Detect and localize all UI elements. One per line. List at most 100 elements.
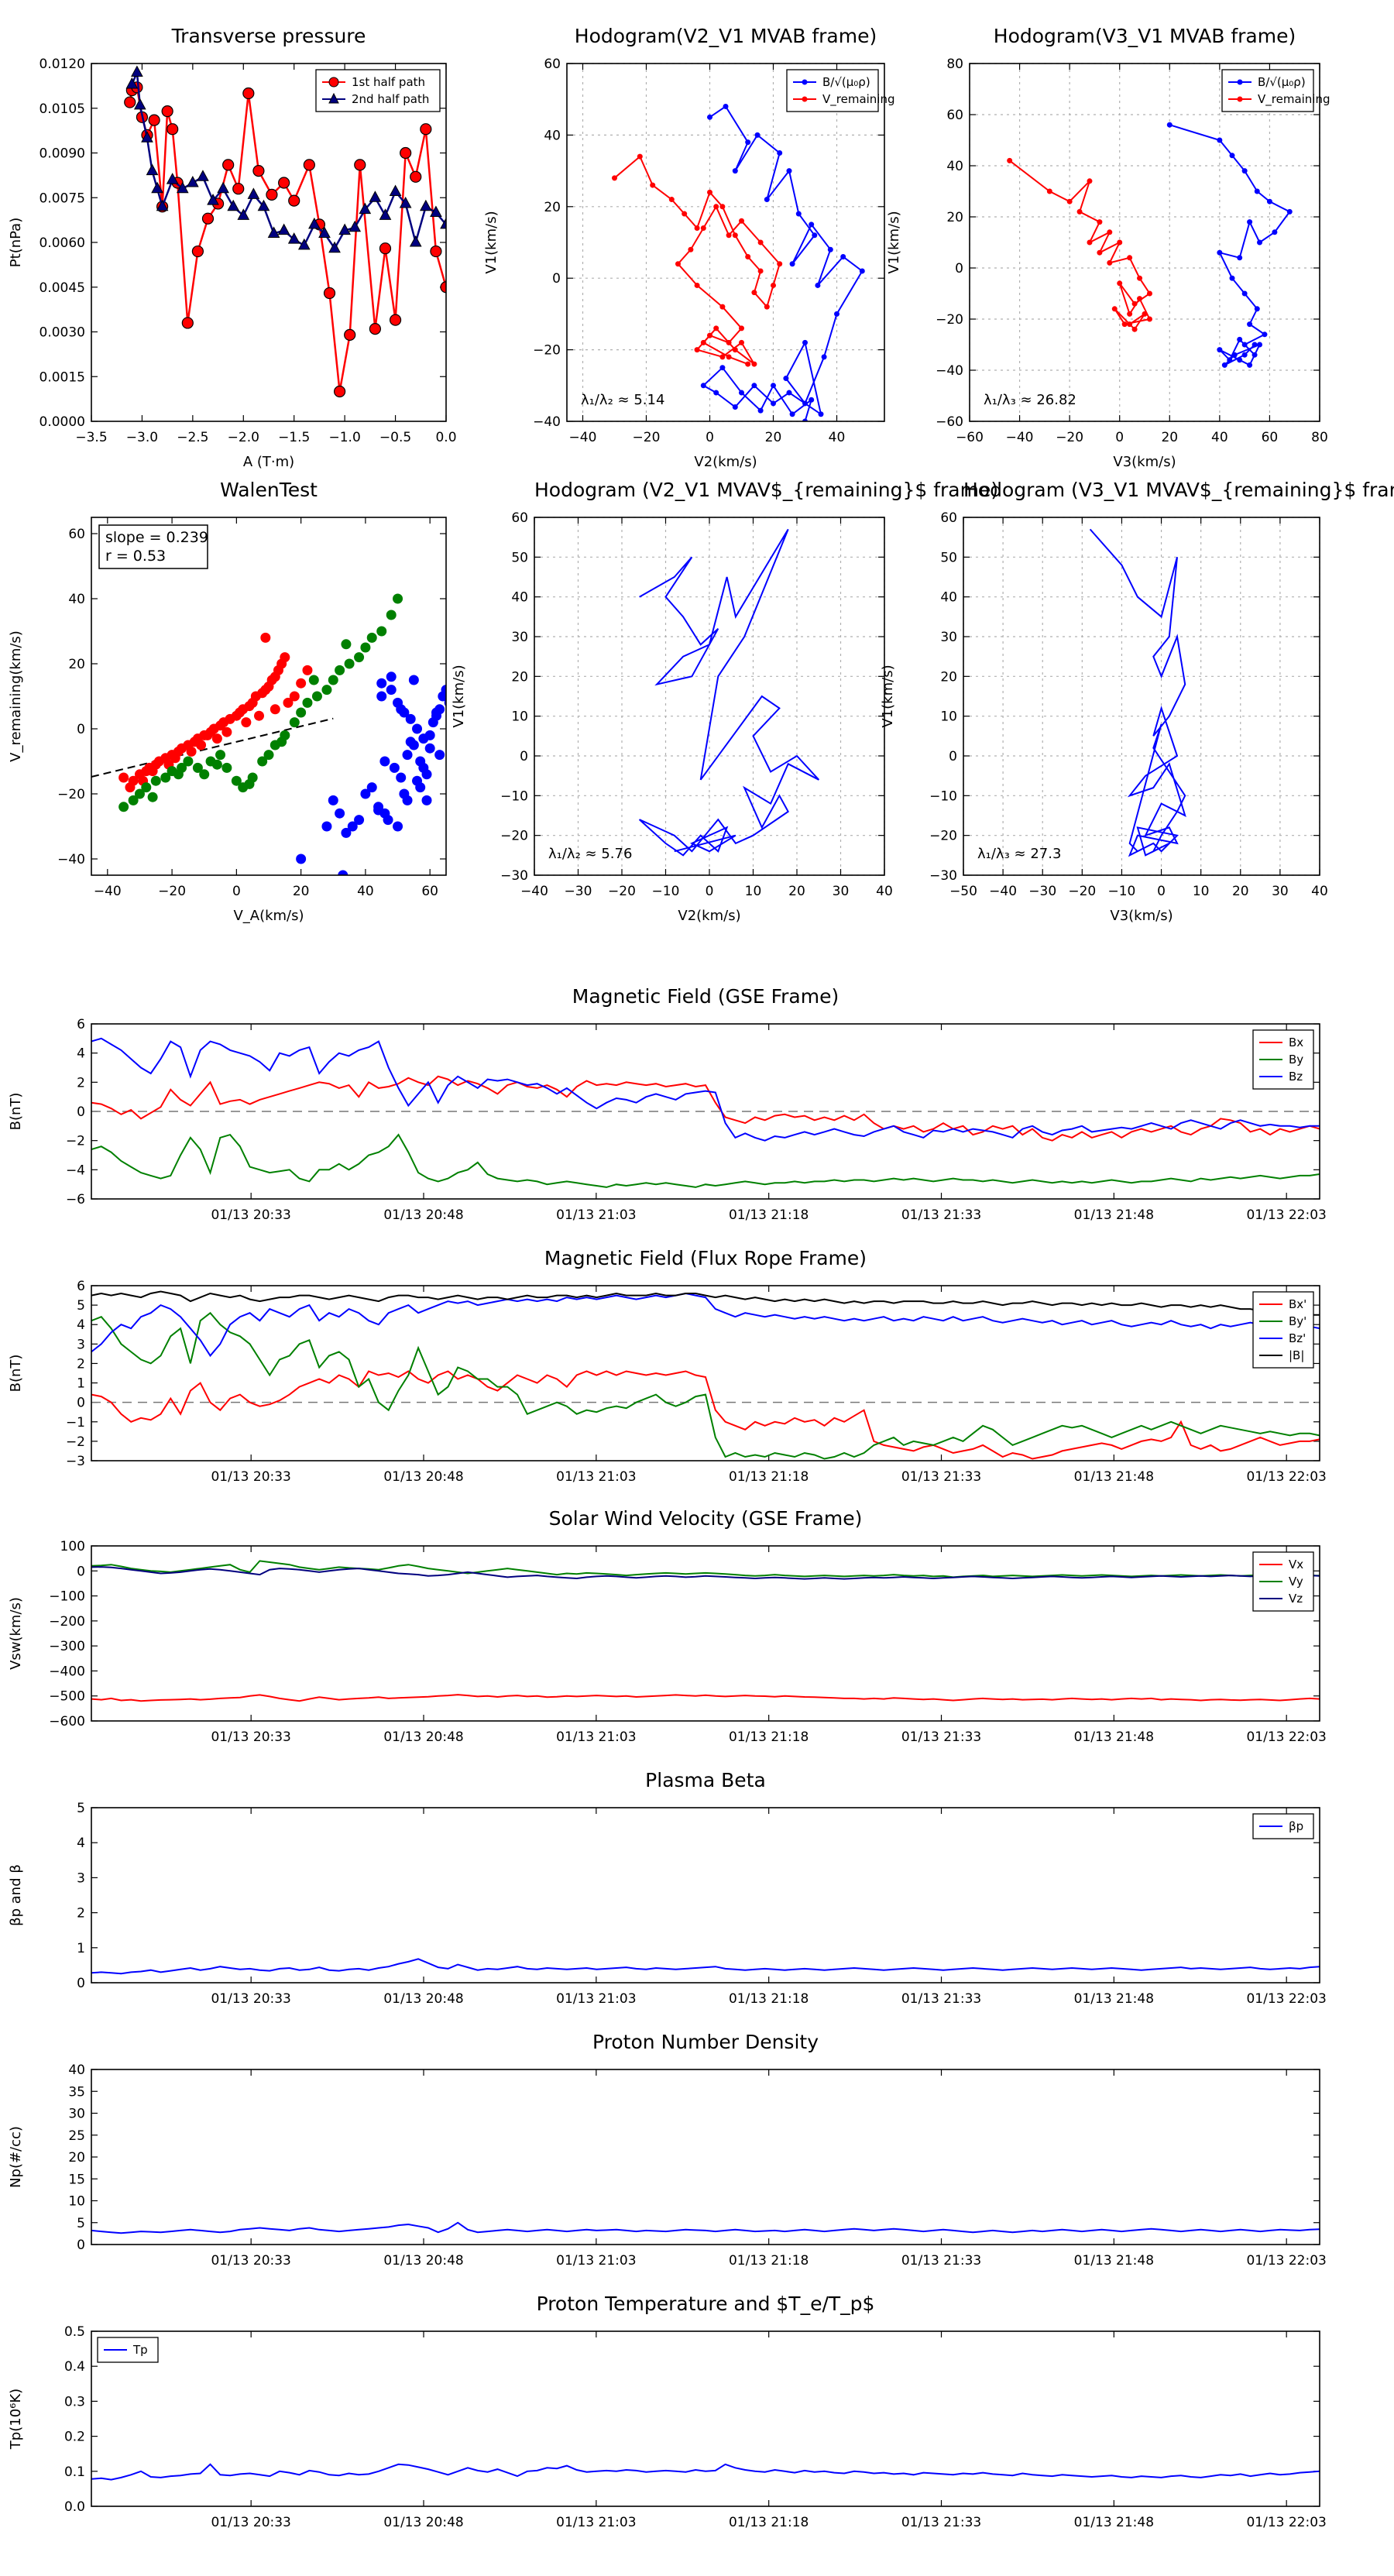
- plot-frame: [91, 63, 447, 422]
- chart-svg: 0 5 10 15 20 25 30 35 40 01/13 20:33 01/13 20:48 01…: [8, 2063, 1327, 2269]
- y-tick-label: −30: [500, 868, 528, 884]
- x-tick-label: 01/13 21:48: [1074, 1207, 1154, 1223]
- chart-title: Proton Number Density: [592, 2031, 819, 2053]
- x-tick-label: 01/13 20:48: [383, 1207, 463, 1223]
- data-point: [745, 253, 751, 259]
- data-point: [386, 610, 397, 620]
- x-tick-label: 01/13 21:03: [556, 1469, 636, 1485]
- plot-frame: [963, 517, 1320, 876]
- series-line-1: [91, 1133, 1320, 1188]
- chart-title: Hodogram (V2_V1 MVAV$_{remaining}$ frame…: [534, 479, 999, 501]
- data-point: [311, 691, 322, 702]
- y-tick-label: 0: [77, 1564, 85, 1579]
- data-point: [199, 769, 210, 780]
- data-point: [827, 246, 833, 252]
- x-tick-label: 60: [1262, 430, 1279, 445]
- data-point: [434, 750, 445, 761]
- data-point: [777, 261, 783, 267]
- data-point: [376, 691, 387, 702]
- data-point: [211, 733, 222, 744]
- data-point: [637, 153, 643, 160]
- data-point: [288, 194, 300, 207]
- x-tick-label: 01/13 21:48: [1074, 2515, 1154, 2530]
- y-axis-label: V1(km/s): [483, 211, 500, 273]
- y-tick-label: −20: [929, 829, 957, 844]
- y-tick-label: 20: [940, 669, 957, 685]
- data-point: [739, 218, 744, 224]
- data-point: [739, 325, 744, 331]
- data-point: [694, 347, 700, 353]
- data-point: [700, 225, 706, 232]
- data-point: [302, 665, 313, 675]
- data-point: [419, 199, 432, 211]
- x-tick-label: 01/13 21:33: [901, 1991, 981, 2007]
- x-tick-label: 80: [1311, 430, 1328, 445]
- data-point: [241, 717, 252, 728]
- y-tick-label: 0.0000: [39, 414, 85, 430]
- x-axis-label: A (T·m): [243, 454, 294, 470]
- chart-title: Proton Temperature and $T_e/T_p$: [536, 2293, 875, 2315]
- x-tick-label: 01/13 21:03: [556, 2515, 636, 2530]
- legend-label: Vz: [1289, 1592, 1303, 1606]
- data-point: [125, 782, 136, 793]
- y-tick-label: 0.5: [64, 2324, 85, 2340]
- x-tick-label: 01/13 21:33: [901, 1469, 981, 1485]
- data-point: [675, 261, 681, 267]
- data-point: [795, 211, 802, 217]
- legend-label: Bz': [1289, 1331, 1306, 1345]
- x-tick-label: 01/13 21:18: [729, 1991, 809, 2007]
- data-point: [321, 685, 332, 696]
- y-tick-label: 40: [544, 128, 561, 143]
- data-point: [650, 182, 656, 188]
- y-tick-label: −10: [929, 788, 957, 804]
- data-point: [1217, 249, 1223, 256]
- data-point: [1227, 357, 1233, 363]
- y-tick-label: 0.2: [64, 2430, 85, 2445]
- data-point: [424, 730, 435, 740]
- series-line-2: [91, 1037, 1320, 1142]
- data-point: [161, 105, 173, 118]
- chart-panel-vsw: Solar Wind Velocity (GSE Frame) −600 −500−…: [0, 1507, 1335, 1791]
- chart-svg: −40 −20 0 20 40 60 −40 −20 0 20 40 60 V_A(km/s) V_rem…: [8, 517, 447, 924]
- data-point: [252, 165, 265, 177]
- data-point: [802, 418, 808, 421]
- data-point: [399, 196, 412, 208]
- data-point: [719, 304, 726, 310]
- data-point: [412, 775, 423, 786]
- data-point: [612, 175, 617, 181]
- data-point: [393, 593, 403, 604]
- x-tick-label: 01/13 20:33: [211, 1207, 290, 1223]
- data-point: [757, 268, 764, 274]
- series-line-0: [638, 528, 820, 857]
- x-tick-label: 01/13 20:33: [211, 2253, 290, 2269]
- data-point: [277, 223, 290, 235]
- legend-label: V_remaining: [1258, 92, 1330, 107]
- data-point: [1241, 342, 1248, 348]
- data-point: [1107, 259, 1113, 266]
- data-point: [732, 232, 738, 239]
- chart-panel-tp: Proton Temperature and $T_e/T_p$ 0.0 0.1 0.…: [0, 2293, 1335, 2576]
- data-point: [745, 139, 751, 146]
- y-tick-label: 40: [940, 590, 957, 606]
- chart-svg: −6 −4 −2 0 2 4 6 01/13 20:33 01/13 20:48 01/13 21…: [8, 1017, 1327, 1223]
- x-tick-label: 01/13 20:48: [383, 1729, 463, 1745]
- legend: Bx' By' Bz' |B|: [1252, 1291, 1314, 1369]
- data-point: [840, 253, 846, 259]
- data-point: [1127, 321, 1133, 328]
- y-axis-label: Pt(nPa): [8, 218, 24, 267]
- y-tick-label: −20: [533, 343, 561, 359]
- data-point: [707, 332, 712, 338]
- data-point: [321, 821, 332, 832]
- data-point: [757, 239, 764, 246]
- x-tick-label: 01/13 22:03: [1246, 1207, 1326, 1223]
- legend: B/√(μ₀ρ) V_remaining: [786, 69, 895, 112]
- data-point: [764, 197, 770, 203]
- data-point: [207, 194, 219, 205]
- series-line-0: [702, 105, 864, 421]
- series-line-2: [91, 1292, 1320, 1358]
- x-tick-label: 20: [1232, 884, 1249, 899]
- x-tick-label: −40: [989, 884, 1017, 899]
- data-point: [421, 795, 432, 805]
- data-point: [283, 697, 294, 708]
- y-tick-label: 0: [520, 749, 528, 764]
